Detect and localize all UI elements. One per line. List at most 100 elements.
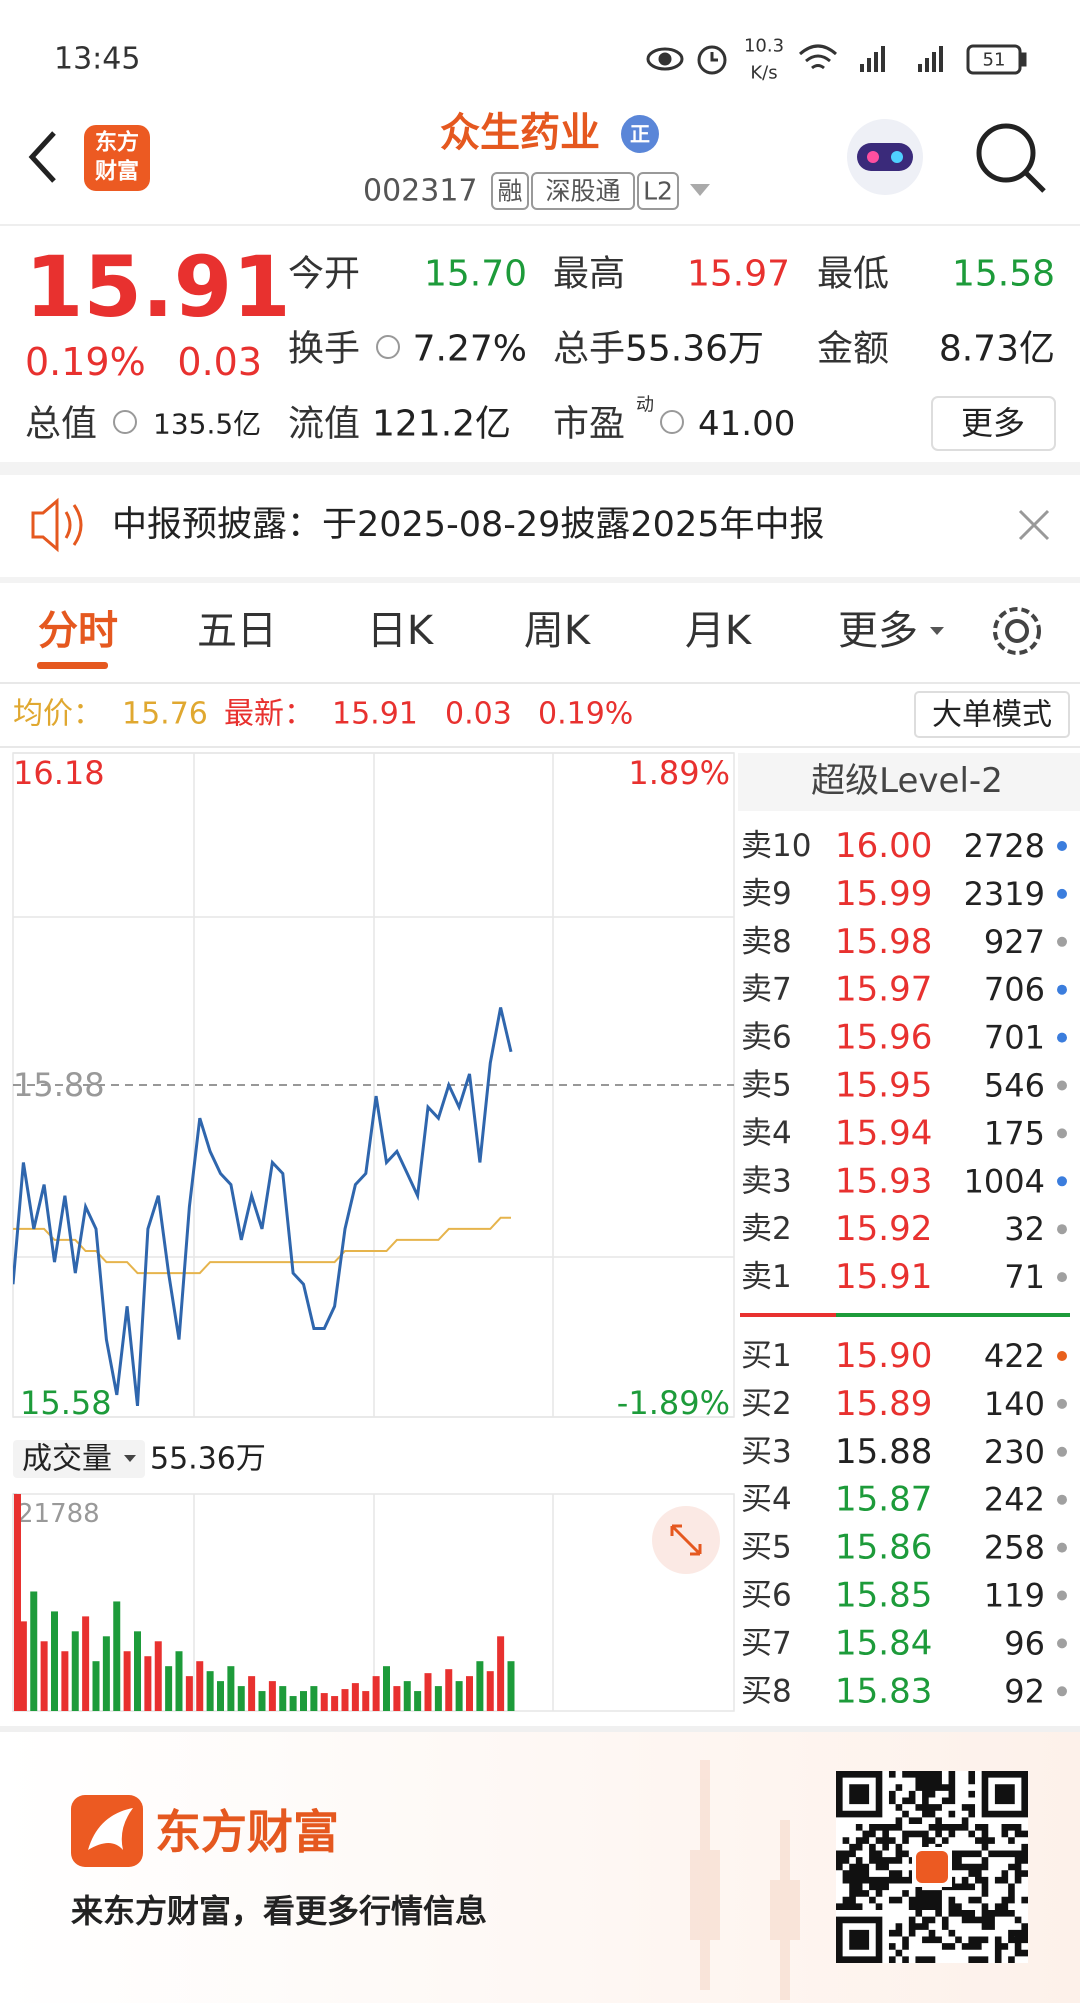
info-icons: [113, 335, 684, 434]
close-notice[interactable]: [1018, 509, 1050, 541]
book-dot: [1057, 1686, 1067, 1697]
volume-bar: [372, 1676, 380, 1711]
book-price: 15.97: [835, 970, 932, 1010]
volume-bar: [134, 1631, 141, 1711]
field-value: 55.36万: [625, 329, 764, 370]
tab[interactable]: 日K: [367, 608, 435, 654]
book-price: 15.99: [835, 874, 932, 914]
mode-button-label[interactable]: 大单模式: [932, 698, 1052, 733]
book-price: 15.84: [835, 1623, 932, 1663]
volume-bar: [113, 1601, 121, 1711]
volume-bar: [154, 1641, 162, 1711]
volume-bar: [486, 1671, 494, 1711]
stock-tag: L2: [643, 177, 673, 206]
book-price: 15.93: [835, 1161, 932, 1201]
code-caret[interactable]: [690, 184, 710, 196]
volume-bar: [71, 1631, 79, 1711]
volume-bar: [455, 1681, 463, 1711]
volume-bar: [14, 1494, 21, 1711]
change-pct: 0.19%: [25, 340, 146, 384]
book-volume: 96: [1004, 1624, 1045, 1662]
book-dot: [1057, 841, 1067, 851]
change: 0.03: [177, 340, 262, 384]
book-price: 15.85: [835, 1576, 932, 1616]
book-label: 卖8: [741, 924, 792, 960]
volume-bar: [258, 1691, 266, 1711]
volume-bar: [300, 1691, 307, 1711]
book-label: 卖2: [741, 1211, 792, 1247]
y2-tick-label: -1.89%: [617, 1384, 730, 1422]
robot-avatar[interactable]: [847, 119, 923, 195]
book-dot: [1057, 1542, 1067, 1553]
avg-label: 均价：: [13, 697, 103, 732]
field-label: 流值: [288, 404, 360, 445]
field-label: 金额: [817, 329, 889, 370]
tab-caret[interactable]: [930, 627, 944, 635]
book-price: 15.90: [835, 1336, 932, 1376]
logo-text: 财富: [95, 159, 139, 185]
book-price: 15.92: [835, 1209, 932, 1249]
volume-bar: [383, 1666, 390, 1711]
ask-bid-divider: [836, 1313, 1070, 1317]
book-price: 15.98: [835, 922, 932, 962]
last-value: 15.91: [332, 697, 418, 732]
volume-bar: [466, 1676, 473, 1711]
volume-bar: [175, 1651, 183, 1711]
book-label: 买6: [741, 1578, 792, 1614]
mode-button[interactable]: [914, 691, 1070, 738]
book-volume: 2319: [964, 875, 1045, 913]
book-price: 16.00: [835, 826, 932, 866]
book-label: 买4: [741, 1482, 792, 1518]
book-dot: [1057, 1590, 1067, 1601]
price-line: [13, 1007, 513, 1407]
book-price: 15.95: [835, 1066, 932, 1106]
volume-selector[interactable]: [13, 1440, 145, 1478]
volume-bar: [403, 1681, 411, 1711]
content: 13:45 10.3 K/s 51 东方财富 众生药业 正 002317 融深股通 L2 15.91…: [13, 36, 1067, 1711]
tab[interactable]: 更多: [838, 608, 918, 654]
tab[interactable]: 月K: [685, 608, 753, 654]
y-tick-label: 15.58: [20, 1384, 112, 1422]
search-button[interactable]: [976, 123, 1046, 193]
volume-bar: [82, 1616, 90, 1711]
volume-caret[interactable]: [124, 1455, 136, 1462]
footer-slogan: 来东方财富，看更多行情信息: [71, 1892, 487, 1930]
settings-button[interactable]: [993, 607, 1041, 655]
book-dot: [1057, 1272, 1067, 1283]
volume-bar: [185, 1676, 193, 1711]
book-volume: 242: [984, 1481, 1045, 1519]
more-button-label[interactable]: 更多: [961, 404, 1025, 442]
volume-bar: [351, 1683, 359, 1711]
book-price: 15.83: [835, 1671, 932, 1711]
book-label: 卖9: [741, 876, 792, 912]
app-logo: [84, 125, 150, 191]
footer-ad[interactable]: [0, 1726, 1080, 2003]
back-button[interactable]: [28, 131, 56, 183]
volume-bar: [217, 1681, 224, 1711]
field-label: 换手: [288, 329, 360, 370]
volume-bar: [102, 1636, 110, 1711]
volume-bar: [445, 1669, 453, 1711]
tab-underline: [37, 662, 108, 669]
volume-bar: [19, 1621, 27, 1711]
tab[interactable]: 周K: [524, 608, 592, 654]
volume-bar: [497, 1636, 505, 1711]
ask-bid-divider: [740, 1313, 836, 1317]
gap: [0, 462, 1080, 475]
book-dot: [1057, 936, 1067, 947]
book-volume: 422: [984, 1337, 1045, 1375]
tab[interactable]: 五日: [197, 608, 277, 654]
book-dot: [1057, 1351, 1067, 1361]
y2-tick-label: 1.89%: [628, 754, 730, 792]
stock-code: 002317: [363, 174, 478, 209]
more-button[interactable]: [931, 396, 1056, 451]
expand-button[interactable]: [652, 1506, 720, 1574]
volume-label[interactable]: 成交量: [22, 1442, 112, 1477]
tab[interactable]: 分时: [38, 608, 118, 654]
book-price: 15.87: [835, 1480, 932, 1520]
book-volume: 927: [984, 923, 1045, 961]
book-volume: 2728: [964, 827, 1045, 865]
volume-bar: [341, 1689, 349, 1711]
field-label-sup: 动: [636, 395, 654, 416]
volume-bar: [30, 1591, 38, 1711]
